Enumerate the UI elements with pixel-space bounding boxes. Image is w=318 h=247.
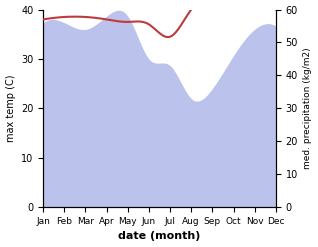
Y-axis label: max temp (C): max temp (C) bbox=[5, 75, 16, 142]
Y-axis label: med. precipitation (kg/m2): med. precipitation (kg/m2) bbox=[303, 48, 313, 169]
X-axis label: date (month): date (month) bbox=[118, 231, 201, 242]
